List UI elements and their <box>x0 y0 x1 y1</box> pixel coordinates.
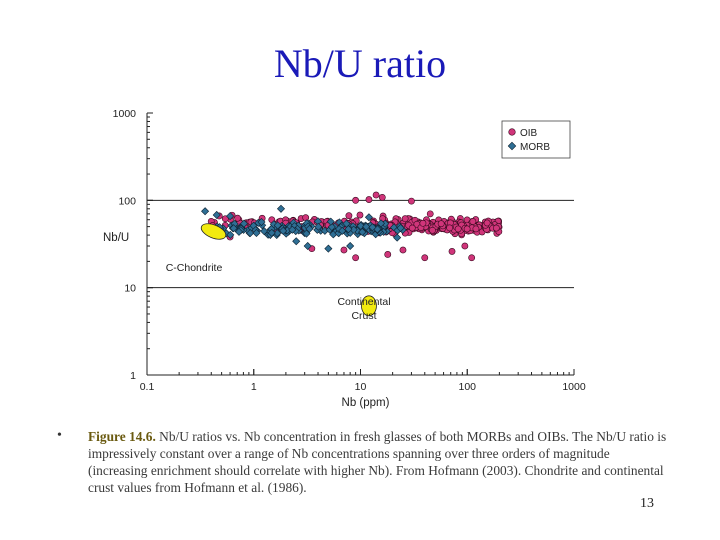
morb-point <box>393 233 402 242</box>
oib-point <box>437 220 445 228</box>
caption-text: Nb/U ratios vs. Nb concentration in fres… <box>88 429 667 495</box>
oib-point <box>469 218 477 225</box>
morb-point <box>324 244 333 253</box>
morb-point <box>303 241 312 251</box>
page-number: 13 <box>640 496 654 511</box>
morb-point <box>327 222 336 232</box>
morb-point <box>368 223 377 232</box>
morb-point <box>302 229 311 238</box>
y-axis-title: Nb/U <box>103 232 129 244</box>
legend-box <box>501 120 571 159</box>
oib-point <box>340 246 348 254</box>
x-axis-title: Nb (ppm) <box>342 397 390 409</box>
oib-point <box>399 246 407 254</box>
caption-bullet: • <box>57 428 62 443</box>
oib-point <box>472 225 480 233</box>
morb-point <box>364 213 373 222</box>
morb-point <box>279 226 288 235</box>
oib-point <box>454 225 462 233</box>
x-tick-label: 1000 <box>562 381 586 393</box>
oib-point <box>492 224 500 232</box>
oib-point <box>365 196 373 203</box>
oib-point <box>345 212 353 220</box>
oib-point <box>356 211 364 219</box>
oib-point <box>421 254 429 262</box>
x-tick-label: 0.1 <box>140 381 155 393</box>
morb-point <box>276 204 286 213</box>
morb-point <box>226 212 235 221</box>
c-chondrite-label: C-Chondrite <box>166 262 223 274</box>
morb-point <box>267 228 276 237</box>
oib-point <box>483 219 491 227</box>
morb-point <box>229 224 238 233</box>
morb-point <box>305 224 314 233</box>
morb-point <box>273 221 282 230</box>
figure-caption: Figure 14.6. Nb/U ratios vs. Nb concentr… <box>88 428 668 496</box>
morb-point <box>356 221 365 230</box>
oib-point <box>408 224 416 232</box>
nb-u-scatter-chart: 0.1 1 10 100 1000 1 10 100 1000 Nb (ppm) Nb/U C-Ch… <box>103 108 586 409</box>
oib-point <box>429 226 436 234</box>
oib-point <box>468 254 476 262</box>
oib-point <box>408 197 415 205</box>
oib-point <box>352 254 360 262</box>
oib-point <box>426 210 434 218</box>
morb-point <box>201 207 210 216</box>
oib-point <box>352 196 360 204</box>
oib-point <box>384 251 392 258</box>
oib-point <box>302 214 310 222</box>
legend-morb-marker <box>507 141 517 151</box>
morb-point <box>260 227 269 236</box>
morb-point <box>252 228 261 238</box>
y-tick-label: 1 <box>130 370 136 382</box>
morb-point <box>226 230 235 239</box>
oib-point <box>446 224 454 232</box>
morb-point <box>288 225 297 234</box>
c-chondrite-ellipse <box>200 223 227 240</box>
morb-point <box>376 219 385 228</box>
legend-morb-label: MORB <box>520 142 550 153</box>
morb-point <box>362 222 371 231</box>
morb-point <box>234 227 244 236</box>
morb-point <box>326 217 335 226</box>
legend-oib-label: OIB <box>520 128 538 139</box>
continental-crust-label: Continental <box>337 296 390 308</box>
oib-point <box>461 242 469 250</box>
y-tick-label: 100 <box>118 195 136 207</box>
morb-point <box>396 223 405 233</box>
oib-point <box>372 191 380 199</box>
oib-point <box>221 215 229 223</box>
continental-crust-label: Crust <box>351 310 376 322</box>
oib-point <box>234 214 241 222</box>
morb-point <box>338 226 347 235</box>
morb-point <box>257 218 266 227</box>
oib-point <box>463 225 471 233</box>
legend-oib-marker <box>508 128 516 136</box>
oib-point <box>401 215 409 223</box>
morb-point <box>246 229 255 238</box>
oib-point <box>378 194 386 201</box>
morb-point <box>314 222 323 231</box>
x-tick-label: 10 <box>355 381 367 393</box>
oib-point <box>448 248 456 255</box>
morb-point <box>358 227 367 237</box>
morb-point <box>212 210 221 219</box>
morb-point <box>344 225 353 234</box>
x-tick-label: 1 <box>251 381 257 393</box>
continental-crust-ellipse <box>361 295 377 317</box>
caption-figure-label: Figure 14.6. <box>88 429 156 444</box>
y-tick-label: 1000 <box>113 108 137 120</box>
oib-point <box>419 219 427 227</box>
slide-title: Nb/U ratio <box>273 41 447 86</box>
morb-point <box>239 219 249 228</box>
y-tick-label: 10 <box>124 283 136 295</box>
x-tick-label: 100 <box>458 381 476 393</box>
morb-point <box>292 237 301 246</box>
morb-point <box>346 241 355 251</box>
